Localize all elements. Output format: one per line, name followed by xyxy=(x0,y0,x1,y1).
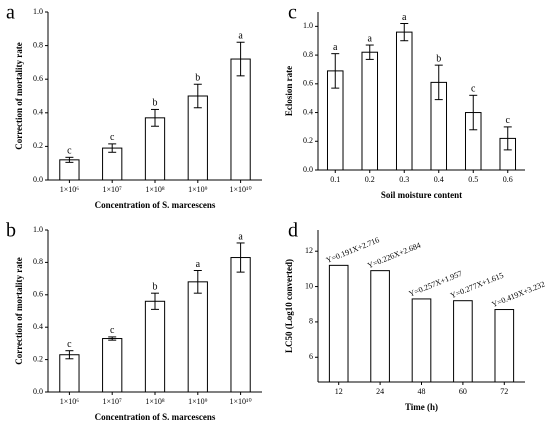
significance-letter: a xyxy=(196,259,201,270)
y-tick-label: 12 xyxy=(305,246,313,255)
bar xyxy=(411,298,432,383)
bar xyxy=(144,117,166,181)
x-tick-label: 1×10⁷ xyxy=(103,185,123,194)
bar xyxy=(102,147,123,181)
y-tick-label: 10 xyxy=(305,281,313,290)
x-tick-label: 12 xyxy=(335,387,343,396)
panel-label: b xyxy=(6,220,16,242)
y-axis-label: Correction of mortality rate xyxy=(14,42,24,150)
y-tick-label: 8 xyxy=(309,317,313,326)
x-tick-label: 1×10⁷ xyxy=(103,397,123,406)
significance-letter: b xyxy=(153,281,158,292)
bar xyxy=(395,31,413,171)
x-tick-label: 1×10¹⁰ xyxy=(230,185,252,194)
y-tick-label: 0.2 xyxy=(303,136,313,145)
significance-letter: c xyxy=(110,325,115,336)
x-tick-label: 1×10⁶ xyxy=(60,397,80,406)
significance-letter: a xyxy=(238,31,243,42)
bar xyxy=(230,257,251,393)
significance-letter: b xyxy=(436,53,441,64)
x-axis-label: Concentration of S. marcescens xyxy=(95,412,216,422)
y-tick-label: 0.6 xyxy=(303,79,313,88)
bar xyxy=(361,51,379,171)
y-tick-label: 0.2 xyxy=(33,141,43,150)
significance-letter: a xyxy=(333,42,338,53)
bar xyxy=(187,95,208,181)
y-axis-label: LC50 (Log10 converted) xyxy=(284,259,294,353)
y-tick-label: 0.4 xyxy=(33,322,43,331)
x-tick-label: 1×10⁹ xyxy=(188,185,208,194)
y-tick-label: 0.4 xyxy=(33,108,43,117)
x-tick-label: 0.3 xyxy=(399,175,409,184)
x-tick-label: 0.2 xyxy=(365,175,375,184)
y-tick-label: 0.0 xyxy=(33,175,43,184)
y-tick-label: 1.0 xyxy=(303,21,313,30)
y-tick-label: 0.8 xyxy=(33,40,43,49)
x-tick-label: 60 xyxy=(459,387,467,396)
bar xyxy=(144,300,166,393)
bar xyxy=(370,270,390,383)
y-tick-label: 0.4 xyxy=(303,107,313,116)
bar xyxy=(494,309,515,383)
x-tick-label: 0.5 xyxy=(468,175,478,184)
panel-label: d xyxy=(288,220,298,242)
y-tick-label: 6 xyxy=(309,352,313,361)
x-axis-label: Time (h) xyxy=(405,402,438,412)
y-tick-label: 0.8 xyxy=(33,257,43,266)
y-tick-label: 0.0 xyxy=(33,387,43,396)
x-tick-label: 1×10⁸ xyxy=(145,397,165,406)
significance-letter: c xyxy=(506,115,511,126)
bar xyxy=(230,58,251,181)
significance-letter: c xyxy=(110,132,115,143)
y-tick-label: 0.6 xyxy=(33,74,43,83)
x-tick-label: 1×10⁸ xyxy=(145,185,165,194)
y-tick-label: 0.0 xyxy=(303,165,313,174)
bar xyxy=(59,354,80,393)
panel-label: c xyxy=(288,2,297,24)
y-axis-label: Correction of mortality rate xyxy=(14,257,24,365)
bar xyxy=(102,338,123,393)
significance-letter: c xyxy=(67,146,72,157)
x-tick-label: 0.1 xyxy=(330,175,340,184)
significance-letter: b xyxy=(153,98,158,109)
y-tick-label: 0.8 xyxy=(303,50,313,59)
significance-letter: a xyxy=(368,33,373,44)
x-tick-label: 72 xyxy=(500,387,508,396)
bar xyxy=(59,159,80,181)
x-tick-label: 1×10⁹ xyxy=(188,397,208,406)
equation: Y=0.419X+3.232 xyxy=(490,280,546,310)
y-axis-label: Eclosion rate xyxy=(284,66,294,116)
panel-label: a xyxy=(6,2,15,24)
y-tick-label: 0.2 xyxy=(33,354,43,363)
significance-letter: b xyxy=(195,73,200,84)
x-axis-label: Soil moisture content xyxy=(381,190,462,200)
x-tick-label: 1×10⁶ xyxy=(60,185,80,194)
y-tick-label: 1.0 xyxy=(33,7,43,16)
bar xyxy=(453,300,473,383)
x-tick-label: 0.6 xyxy=(503,175,513,184)
bar xyxy=(328,264,349,383)
significance-letter: a xyxy=(402,12,407,23)
y-tick-label: 1.0 xyxy=(33,225,43,234)
x-axis-label: Concentration of S. marcescens xyxy=(95,200,216,210)
x-tick-label: 24 xyxy=(376,387,384,396)
significance-letter: c xyxy=(471,84,476,95)
x-tick-label: 0.4 xyxy=(434,175,444,184)
bar xyxy=(187,281,208,393)
significance-letter: a xyxy=(238,231,243,242)
x-tick-label: 48 xyxy=(418,387,426,396)
y-tick-label: 0.6 xyxy=(33,290,43,299)
significance-letter: c xyxy=(67,339,72,350)
x-tick-label: 1×10¹⁰ xyxy=(230,397,252,406)
